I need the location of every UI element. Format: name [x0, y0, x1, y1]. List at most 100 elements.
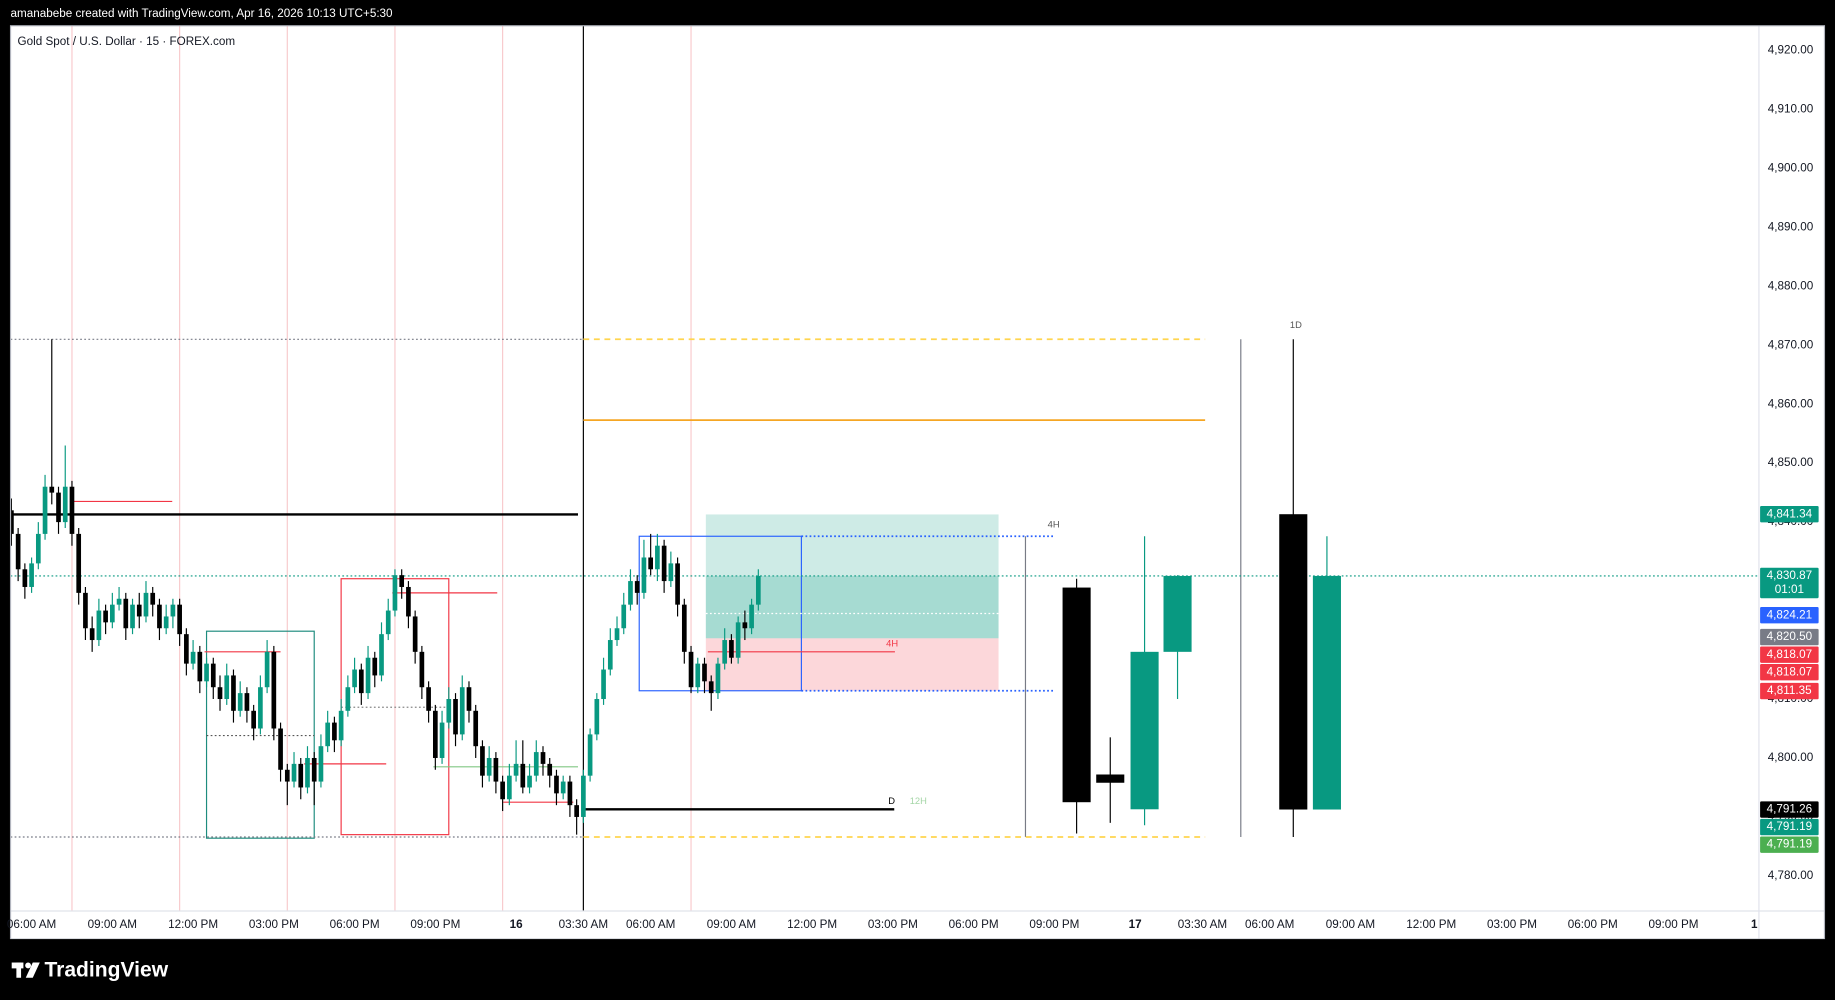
zone-box — [705, 638, 999, 691]
candle-body — [1096, 774, 1125, 783]
candle-body — [251, 710, 256, 729]
candle-body — [527, 775, 532, 788]
x-tick-label: 1 — [1751, 918, 1758, 931]
candle-body — [614, 628, 620, 641]
candle-body — [130, 604, 135, 629]
candle-body — [688, 651, 694, 688]
y-tick-label: 4,910.00 — [1768, 102, 1814, 115]
x-tick-label: 16 — [510, 918, 523, 931]
chart-title: Gold Spot / U.S. Dollar · 15 · FOREX.com — [18, 35, 236, 48]
candle-body — [399, 575, 405, 587]
annotation: 12H — [910, 796, 927, 806]
x-tick-label: 06:00 AM — [7, 918, 56, 931]
candle-body — [163, 616, 169, 629]
candle-body — [607, 640, 613, 670]
candle-body — [379, 634, 384, 676]
candle-body — [89, 628, 95, 641]
candle-body — [224, 675, 230, 700]
logo-dot — [25, 962, 32, 969]
candle-body — [500, 781, 505, 800]
candle-body — [10, 510, 14, 534]
price-axis — [1758, 25, 1825, 940]
candle-body — [284, 769, 290, 782]
candle-body — [56, 492, 61, 523]
candle-body — [473, 710, 479, 747]
x-tick-label: 06:00 PM — [1568, 918, 1618, 931]
candle-body — [62, 486, 68, 523]
y-tick-label: 4,920.00 — [1768, 43, 1814, 56]
candle-body — [217, 687, 223, 700]
candle-body — [298, 763, 304, 788]
y-tick-label: 4,850.00 — [1768, 456, 1814, 469]
candle-body — [480, 746, 485, 776]
candle-body — [204, 663, 209, 682]
y-tick-label: 4,890.00 — [1768, 220, 1814, 233]
candle-body — [426, 687, 431, 711]
price-label-box — [1760, 836, 1819, 853]
annotation: 1D — [1290, 320, 1302, 330]
candle-body — [459, 687, 465, 735]
candle-body — [446, 699, 452, 723]
plot: 4H 4H 1D D 12H — [10, 25, 1759, 912]
candle-body — [432, 710, 438, 758]
top-bar — [0, 0, 1835, 26]
price-label-box — [1760, 567, 1819, 599]
candle-body — [264, 651, 270, 688]
candle-body — [69, 486, 75, 534]
candle-body — [560, 781, 566, 794]
logo-stem — [16, 962, 22, 978]
price-label: 4,824.21 — [1767, 608, 1812, 621]
candle-body — [197, 651, 203, 682]
candle-body — [486, 757, 492, 776]
x-tick-label: 12:00 PM — [168, 918, 218, 931]
candle-body — [123, 598, 129, 629]
x-tick-label: 09:00 AM — [88, 918, 137, 931]
candle-body — [601, 669, 606, 700]
price-label-box — [1760, 506, 1819, 523]
y-tick-label: 4,870.00 — [1768, 338, 1814, 351]
y-tick-label: 4,900.00 — [1768, 161, 1814, 174]
candle-body — [729, 640, 734, 658]
price-label: 4,791.19 — [1767, 838, 1812, 851]
candle-body — [29, 563, 34, 587]
candle-body — [15, 533, 21, 570]
candle-body — [392, 575, 398, 611]
candle-body — [540, 752, 546, 764]
x-tick-label: 12:00 PM — [787, 918, 837, 931]
candle-body — [466, 687, 472, 711]
annotation: D — [888, 796, 895, 806]
price-label-box — [1760, 801, 1819, 818]
candle-body — [655, 545, 660, 570]
candle-body — [634, 581, 640, 593]
price-label-box — [1760, 628, 1819, 646]
candle-body — [49, 486, 55, 493]
candle-body — [641, 557, 647, 593]
price-label: 4,841.34 — [1767, 507, 1813, 520]
x-tick-label: 06:00 PM — [330, 918, 380, 931]
candle-body — [136, 604, 142, 617]
candle-body — [708, 681, 714, 694]
caption: amanabebe created with TradingView.com, … — [11, 7, 394, 20]
candle-body — [258, 687, 263, 729]
candle-body — [567, 781, 573, 806]
bottom-bar — [0, 939, 1835, 1000]
x-tick-label: 03:30 AM — [1178, 918, 1227, 931]
logo-slash — [25, 962, 40, 978]
candle-body — [110, 604, 115, 623]
candle-body — [722, 640, 728, 664]
candle-body — [453, 699, 458, 735]
candle-body — [581, 775, 586, 817]
candle-body — [419, 651, 425, 688]
candle-body — [587, 734, 593, 776]
price-label-box — [1760, 818, 1819, 836]
candle-body — [715, 663, 721, 694]
x-tick-label: 17 — [1129, 918, 1142, 931]
candle-body — [412, 616, 418, 652]
candle-body — [1163, 575, 1192, 652]
price-label: 4,818.07 — [1767, 665, 1812, 678]
candle-body — [668, 563, 674, 582]
candle-body — [372, 657, 378, 676]
candle-body — [338, 710, 344, 741]
